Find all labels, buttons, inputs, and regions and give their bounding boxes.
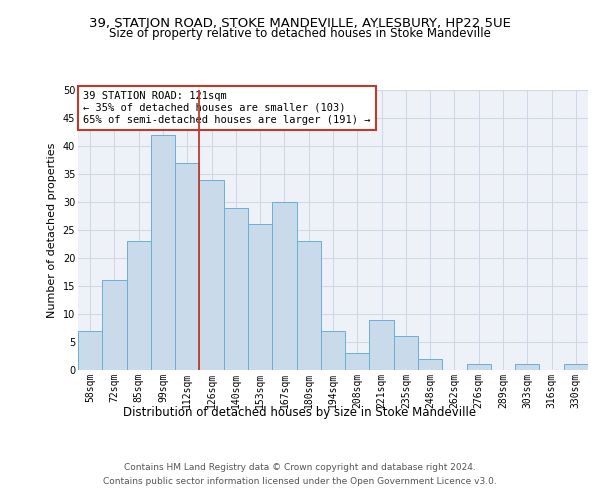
Bar [321, 331, 345, 370]
Bar [515, 364, 539, 370]
Bar [224, 208, 248, 370]
Bar [394, 336, 418, 370]
Bar [345, 353, 370, 370]
Text: Contains public sector information licensed under the Open Government Licence v3: Contains public sector information licen… [103, 476, 497, 486]
Bar [175, 163, 199, 370]
Text: Distribution of detached houses by size in Stoke Mandeville: Distribution of detached houses by size … [124, 406, 476, 419]
Bar [199, 180, 224, 370]
Text: Contains HM Land Registry data © Crown copyright and database right 2024.: Contains HM Land Registry data © Crown c… [124, 463, 476, 472]
Bar [370, 320, 394, 370]
Text: Size of property relative to detached houses in Stoke Mandeville: Size of property relative to detached ho… [109, 28, 491, 40]
Bar [127, 241, 151, 370]
Text: 39, STATION ROAD, STOKE MANDEVILLE, AYLESBURY, HP22 5UE: 39, STATION ROAD, STOKE MANDEVILLE, AYLE… [89, 18, 511, 30]
Bar [151, 135, 175, 370]
Text: 39 STATION ROAD: 121sqm
← 35% of detached houses are smaller (103)
65% of semi-d: 39 STATION ROAD: 121sqm ← 35% of detache… [83, 92, 371, 124]
Bar [78, 331, 102, 370]
Bar [248, 224, 272, 370]
Bar [564, 364, 588, 370]
Y-axis label: Number of detached properties: Number of detached properties [47, 142, 57, 318]
Bar [272, 202, 296, 370]
Bar [467, 364, 491, 370]
Bar [296, 241, 321, 370]
Bar [102, 280, 127, 370]
Bar [418, 359, 442, 370]
